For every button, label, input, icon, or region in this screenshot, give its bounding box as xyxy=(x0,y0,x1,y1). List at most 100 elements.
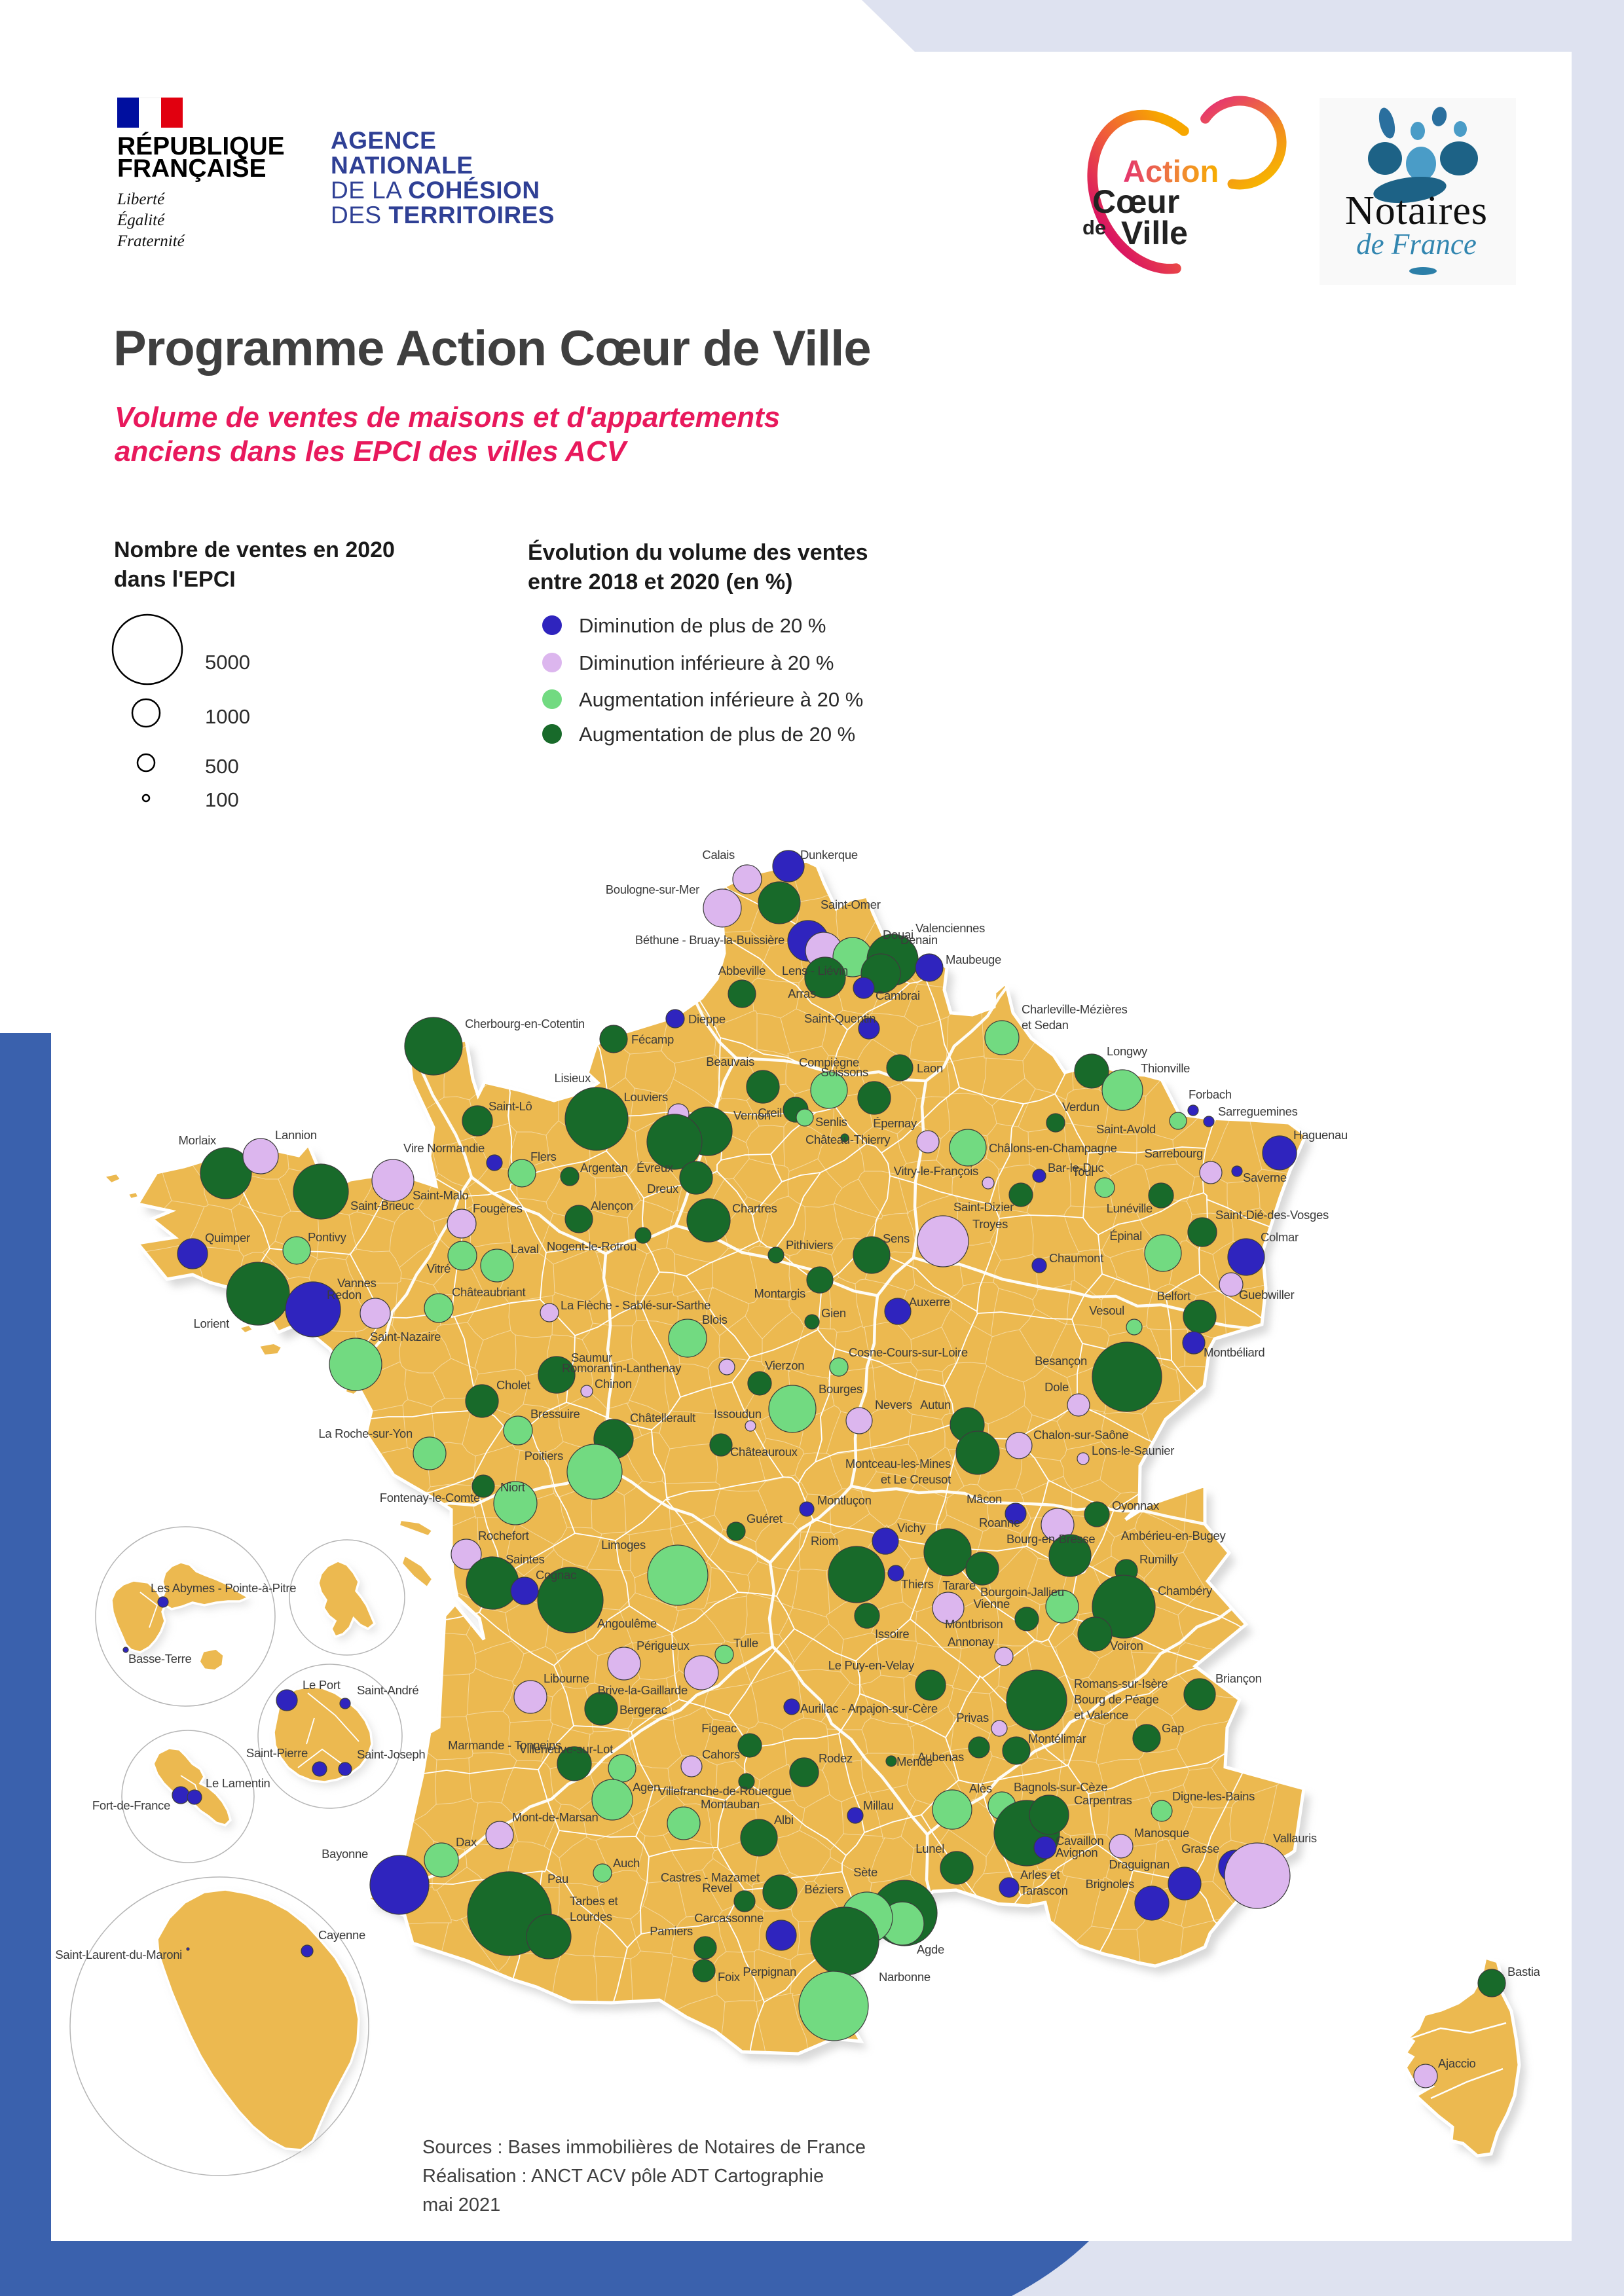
svg-text:Mâcon: Mâcon xyxy=(967,1492,1002,1506)
svg-text:Longwy: Longwy xyxy=(1107,1044,1148,1058)
svg-text:Béthune - Bruay-la-Buissière: Béthune - Bruay-la-Buissière xyxy=(635,933,784,947)
svg-text:Compiègne: Compiègne xyxy=(799,1055,859,1069)
svg-text:Pamiers: Pamiers xyxy=(650,1924,693,1938)
svg-text:Châlons-en-Champagne: Châlons-en-Champagne xyxy=(989,1141,1117,1155)
svg-text:500: 500 xyxy=(205,755,239,778)
svg-text:Agen: Agen xyxy=(633,1780,660,1794)
svg-text:Saint-Malo: Saint-Malo xyxy=(413,1188,468,1202)
svg-text:Forbach: Forbach xyxy=(1189,1087,1232,1101)
svg-text:Fougères: Fougères xyxy=(473,1201,523,1215)
svg-text:Alençon: Alençon xyxy=(591,1199,633,1212)
svg-text:Alès: Alès xyxy=(969,1781,992,1795)
svg-text:Thionville: Thionville xyxy=(1141,1061,1190,1075)
svg-text:Chalon-sur-Saône: Chalon-sur-Saône xyxy=(1033,1428,1128,1442)
svg-text:Gap: Gap xyxy=(1162,1721,1184,1735)
svg-text:Arles et: Arles et xyxy=(1020,1868,1060,1882)
svg-text:Cherbourg-en-Cotentin: Cherbourg-en-Cotentin xyxy=(465,1017,585,1030)
svg-text:Notaires: Notaires xyxy=(1345,189,1488,233)
svg-text:Belfort: Belfort xyxy=(1157,1289,1191,1303)
svg-text:Périgueux: Périgueux xyxy=(637,1639,690,1652)
svg-text:1000: 1000 xyxy=(205,705,250,728)
svg-text:Chambéry: Chambéry xyxy=(1158,1584,1213,1597)
svg-text:Carcassonne: Carcassonne xyxy=(694,1911,764,1925)
svg-text:Mende: Mende xyxy=(896,1755,932,1768)
svg-text:Vannes: Vannes xyxy=(337,1276,377,1290)
svg-text:et Valence: et Valence xyxy=(1074,1708,1128,1722)
svg-text:La Flèche - Sablé-sur-Sarthe: La Flèche - Sablé-sur-Sarthe xyxy=(561,1298,710,1312)
svg-text:Montauban: Montauban xyxy=(701,1797,760,1811)
svg-text:Montélimar: Montélimar xyxy=(1028,1732,1086,1745)
svg-text:Épinal: Épinal xyxy=(1109,1229,1142,1243)
svg-text:Fort-de-France: Fort-de-France xyxy=(92,1798,170,1812)
svg-text:Bergerac: Bergerac xyxy=(619,1703,667,1717)
svg-text:Pithiviers: Pithiviers xyxy=(786,1238,833,1252)
svg-text:Cosne-Cours-sur-Loire: Cosne-Cours-sur-Loire xyxy=(849,1345,968,1359)
svg-text:Fécamp: Fécamp xyxy=(631,1032,674,1046)
svg-text:Nevers: Nevers xyxy=(875,1398,912,1412)
svg-text:Tarascon: Tarascon xyxy=(1020,1884,1068,1897)
svg-text:Saint-Brieuc: Saint-Brieuc xyxy=(350,1199,414,1212)
svg-text:Lunéville: Lunéville xyxy=(1107,1201,1153,1215)
svg-text:Besançon: Besançon xyxy=(1035,1354,1087,1368)
svg-text:Libourne: Libourne xyxy=(544,1671,589,1685)
svg-text:Narbonne: Narbonne xyxy=(879,1970,931,1984)
svg-text:Cayenne: Cayenne xyxy=(318,1928,365,1942)
svg-text:Lons-le-Saunier: Lons-le-Saunier xyxy=(1092,1444,1174,1457)
svg-text:et Sedan: et Sedan xyxy=(1022,1018,1069,1032)
svg-text:Saint-Nazaire: Saint-Nazaire xyxy=(370,1330,441,1343)
svg-text:Toul: Toul xyxy=(1072,1165,1094,1178)
svg-text:Diminution de plus de 20 %: Diminution de plus de 20 % xyxy=(579,614,826,637)
svg-text:Poitiers: Poitiers xyxy=(525,1449,563,1463)
svg-text:Vienne: Vienne xyxy=(974,1597,1010,1611)
svg-text:Saumur: Saumur xyxy=(571,1351,612,1364)
svg-text:Aubenas: Aubenas xyxy=(917,1750,964,1764)
svg-text:Saint-Pierre: Saint-Pierre xyxy=(246,1746,308,1760)
svg-text:Chaumont: Chaumont xyxy=(1049,1251,1103,1265)
svg-text:Diminution inférieure à 20 %: Diminution inférieure à 20 % xyxy=(579,651,834,674)
svg-text:Bayonne: Bayonne xyxy=(322,1847,368,1861)
svg-text:Auch: Auch xyxy=(613,1856,640,1870)
svg-text:Saint-Omer: Saint-Omer xyxy=(821,898,881,911)
svg-text:Montbéliard: Montbéliard xyxy=(1204,1345,1264,1359)
svg-text:Issoire: Issoire xyxy=(875,1627,909,1641)
svg-text:Évreux: Évreux xyxy=(637,1161,674,1175)
svg-text:Niort: Niort xyxy=(500,1480,525,1494)
svg-text:Lens - Liévin: Lens - Liévin xyxy=(782,964,848,977)
svg-text:Vernon: Vernon xyxy=(733,1108,771,1122)
svg-text:Villefranche-de-Rouergue: Villefranche-de-Rouergue xyxy=(658,1784,791,1798)
svg-text:Béziers: Béziers xyxy=(804,1882,843,1896)
svg-text:Augmentation inférieure à 20 %: Augmentation inférieure à 20 % xyxy=(579,688,863,711)
svg-text:Creil: Creil xyxy=(758,1106,782,1120)
svg-text:Laval: Laval xyxy=(511,1242,539,1256)
svg-text:Fontenay-le-Comte: Fontenay-le-Comte xyxy=(380,1491,480,1504)
svg-text:Rochefort: Rochefort xyxy=(478,1529,529,1542)
svg-text:Digne-les-Bains: Digne-les-Bains xyxy=(1172,1789,1255,1803)
svg-text:Manosque: Manosque xyxy=(1134,1826,1189,1840)
svg-text:Carpentras: Carpentras xyxy=(1074,1793,1132,1807)
svg-text:Colmar: Colmar xyxy=(1261,1230,1299,1244)
svg-text:Cambrai: Cambrai xyxy=(876,989,920,1002)
svg-text:Sète: Sète xyxy=(853,1865,877,1879)
svg-text:Privas: Privas xyxy=(956,1711,989,1724)
svg-text:Châtellerault: Châtellerault xyxy=(630,1411,695,1425)
svg-text:Vitré: Vitré xyxy=(427,1262,451,1275)
svg-text:Pontivy: Pontivy xyxy=(308,1230,347,1244)
svg-text:Saint-Laurent-du-Maroni: Saint-Laurent-du-Maroni xyxy=(55,1948,182,1961)
svg-text:Redon: Redon xyxy=(327,1288,361,1302)
svg-text:Dunkerque: Dunkerque xyxy=(800,848,858,862)
svg-text:Saint-Avold: Saint-Avold xyxy=(1096,1122,1156,1136)
svg-text:Laon: Laon xyxy=(917,1061,943,1075)
svg-text:Guéret: Guéret xyxy=(747,1512,783,1525)
svg-text:Montceau-les-Mines: Montceau-les-Mines xyxy=(845,1457,951,1470)
svg-text:Soissons: Soissons xyxy=(821,1065,868,1079)
svg-text:Angoulême: Angoulême xyxy=(597,1616,657,1630)
svg-text:Chartres: Chartres xyxy=(732,1201,777,1215)
svg-text:Montluçon: Montluçon xyxy=(817,1493,872,1507)
svg-text:Châteaubriant: Châteaubriant xyxy=(452,1285,525,1299)
svg-text:Tulle: Tulle xyxy=(733,1636,758,1650)
svg-text:Senlis: Senlis xyxy=(815,1115,847,1129)
svg-text:Pau: Pau xyxy=(547,1872,568,1886)
svg-text:Chinon: Chinon xyxy=(595,1377,632,1391)
svg-text:Annonay: Annonay xyxy=(948,1635,995,1649)
svg-text:Le Lamentin: Le Lamentin xyxy=(206,1776,270,1790)
